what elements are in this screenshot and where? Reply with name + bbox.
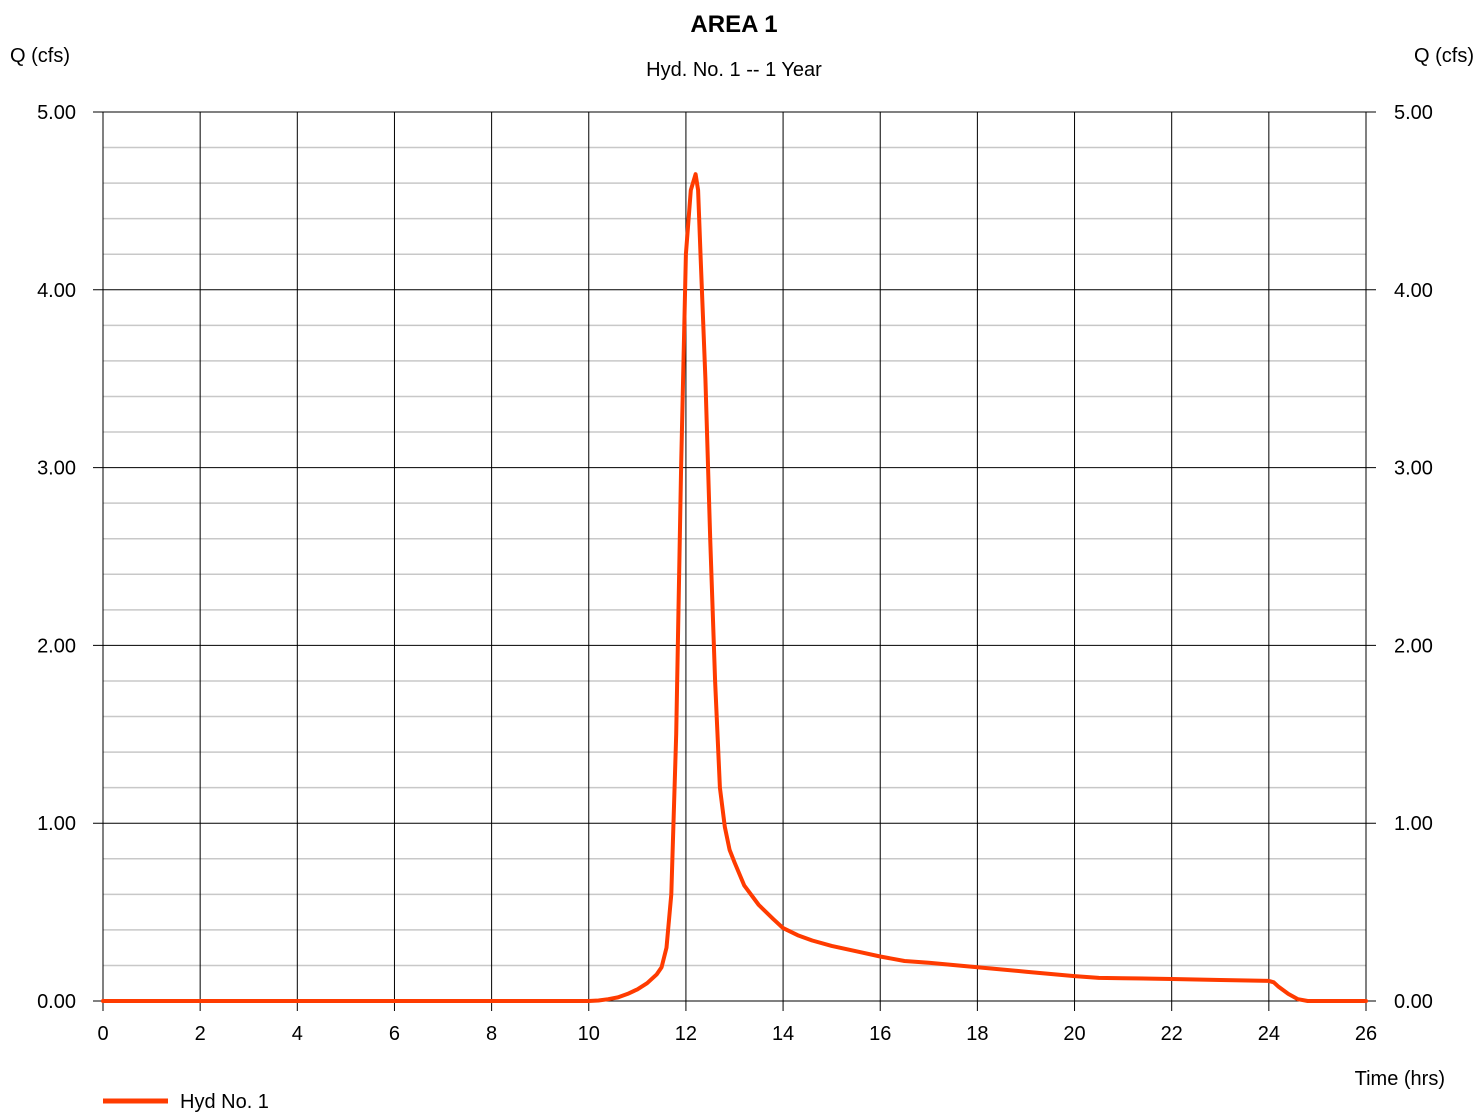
x-tick-label: 4: [292, 1023, 303, 1045]
x-tick-label: 18: [966, 1023, 988, 1045]
series-layer: [101, 172, 1368, 1003]
y-tick-label-left: 1.00: [37, 813, 76, 835]
y-axis-label-left: Q (cfs): [10, 45, 70, 67]
y-axis-label-right: Q (cfs): [1414, 45, 1474, 67]
x-tick-label: 0: [97, 1023, 108, 1045]
tick-labels: 0 2 4 6 8 10 12 14 16 18 20 22 24 260.00 0.001.00 1.002…: [37, 102, 1433, 1045]
x-tick-label: 8: [486, 1023, 497, 1045]
x-tick-label: 16: [869, 1023, 891, 1045]
x-tick-label: 24: [1258, 1023, 1280, 1045]
series-line-0: [101, 172, 1368, 1003]
x-tick-label: 2: [195, 1023, 206, 1045]
x-tick-label: 12: [675, 1023, 697, 1045]
y-tick-label-right: 4.00: [1394, 280, 1433, 302]
x-tick-label: 20: [1063, 1023, 1085, 1045]
x-tick-label: 22: [1161, 1023, 1183, 1045]
x-tick-label: 14: [772, 1023, 794, 1045]
chart-title: AREA 1: [690, 11, 777, 38]
y-tick-label-left: 5.00: [37, 102, 76, 124]
y-tick-label-right: 0.00: [1394, 991, 1433, 1013]
legend-label-hyd-no-1: Hyd No. 1: [180, 1091, 269, 1112]
x-tick-label: 6: [389, 1023, 400, 1045]
y-tick-label-right: 3.00: [1394, 458, 1433, 480]
x-axis-label: Time (hrs): [1355, 1068, 1445, 1090]
y-tick-label-left: 4.00: [37, 280, 76, 302]
y-tick-label-left: 3.00: [37, 458, 76, 480]
x-tick-label: 26: [1355, 1023, 1377, 1045]
legend: Hyd No. 1: [103, 1091, 269, 1112]
chart-subtitle: Hyd. No. 1 -- 1 Year: [646, 59, 822, 81]
y-tick-label-right: 2.00: [1394, 635, 1433, 657]
grid: [93, 111, 1376, 1011]
y-tick-label-right: 5.00: [1394, 102, 1433, 124]
x-tick-label: 10: [578, 1023, 600, 1045]
y-tick-label-right: 1.00: [1394, 813, 1433, 835]
y-tick-label-left: 2.00: [37, 635, 76, 657]
y-tick-label-left: 0.00: [37, 991, 76, 1013]
